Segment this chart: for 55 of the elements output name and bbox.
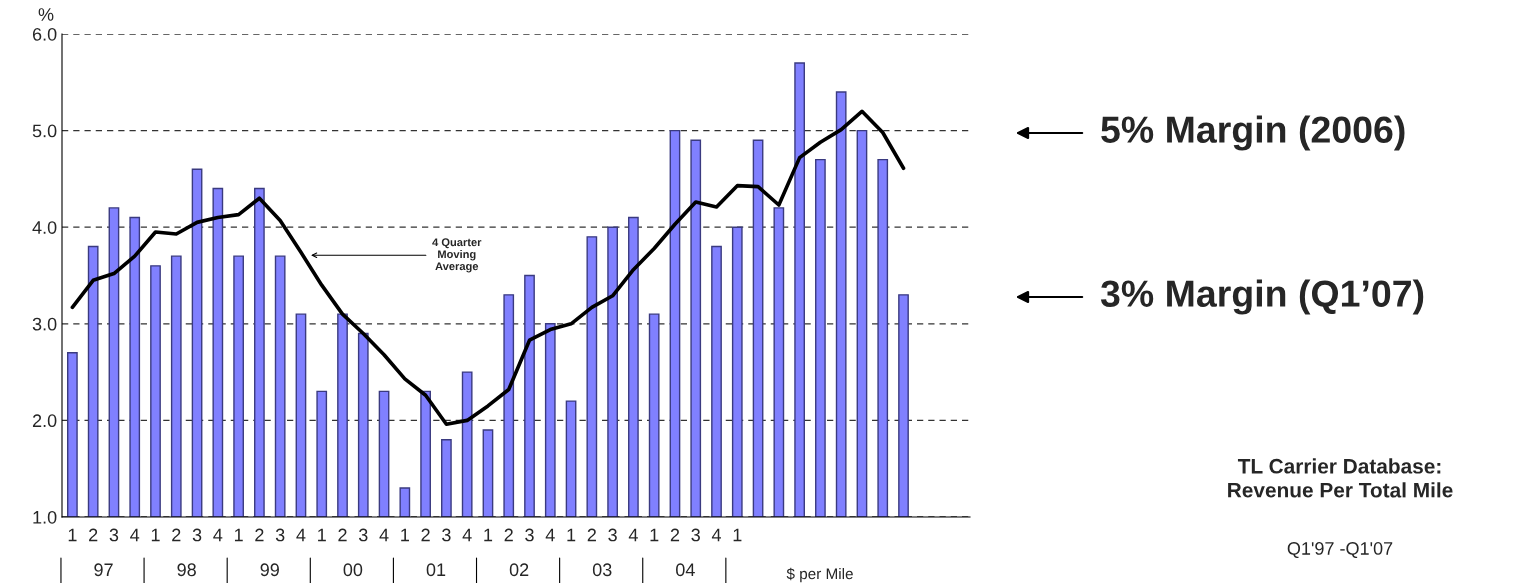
x-tick-label: 4	[545, 528, 555, 542]
x-tick-label: 1	[650, 528, 659, 542]
text: 00	[343, 563, 363, 577]
x-tick-label: 1	[567, 528, 576, 542]
x-tick-label: 4	[462, 528, 472, 542]
y-tick-label: 6.0	[32, 27, 57, 41]
x-tick-label: 3	[192, 528, 202, 542]
text: $ per Mile	[786, 567, 853, 583]
x-tick-label: 2	[421, 528, 430, 542]
x-tick-label: 2	[255, 528, 264, 542]
y-tick-label: 1.0	[33, 510, 57, 524]
x-tick-label: 4	[628, 528, 638, 542]
text: 04	[676, 563, 695, 577]
x-tick-label: 4	[296, 528, 306, 542]
x-tick-label: 3	[608, 528, 617, 542]
text: 03	[592, 563, 612, 577]
x-tick-label: 1	[484, 528, 493, 542]
x-tick-label: 3	[525, 528, 534, 542]
x-tick-label: 4	[379, 528, 389, 542]
text: TL Carrier Database: Revenue Per Total Mile	[1228, 458, 1453, 498]
x-tick-label: 2	[172, 528, 181, 542]
y-tick-label: 3.0	[32, 317, 57, 331]
x-tick-label: 2	[670, 528, 680, 542]
x-tick-label: 1	[733, 528, 742, 542]
x-tick-label: 4	[213, 528, 223, 542]
y-tick-label: 4.0	[32, 221, 57, 234]
text: 01	[426, 563, 446, 577]
x-tick-label: 3	[109, 528, 119, 542]
x-tick-label: 1	[151, 528, 160, 542]
text: 99	[260, 563, 279, 577]
x-tick-label: 2	[587, 528, 596, 542]
x-tick-label: 2	[89, 528, 98, 542]
x-tick-label: 3	[442, 528, 451, 542]
text: 5% Margin (2006)	[1101, 115, 1405, 151]
x-tick-label: 4	[711, 528, 721, 542]
text: 02	[509, 563, 529, 577]
text: 98	[177, 563, 196, 577]
x-tick-label: 3	[275, 528, 285, 542]
text: Q1'97 -Q1'07	[1287, 542, 1393, 559]
text: 3% Margin (Q1’07)	[1100, 279, 1424, 315]
x-tick-label: 3	[691, 528, 700, 542]
x-tick-label: 2	[504, 528, 513, 542]
x-tick-label: 2	[338, 528, 347, 542]
x-tick-label: 4	[130, 528, 140, 542]
text: 4 Quarter Moving Average	[432, 238, 482, 273]
y-tick-label: 2.0	[32, 414, 57, 428]
x-tick-label: 3	[358, 528, 368, 542]
x-tick-label: 1	[401, 528, 409, 542]
text: 97	[94, 563, 113, 577]
x-tick-label: 1	[318, 528, 326, 542]
y-axis-title: %	[38, 8, 54, 21]
x-tick-label: 1	[68, 528, 77, 542]
line-series	[70, 109, 906, 427]
x-tick-label: 1	[234, 528, 243, 542]
y-tick-label: 5.0	[32, 124, 57, 138]
